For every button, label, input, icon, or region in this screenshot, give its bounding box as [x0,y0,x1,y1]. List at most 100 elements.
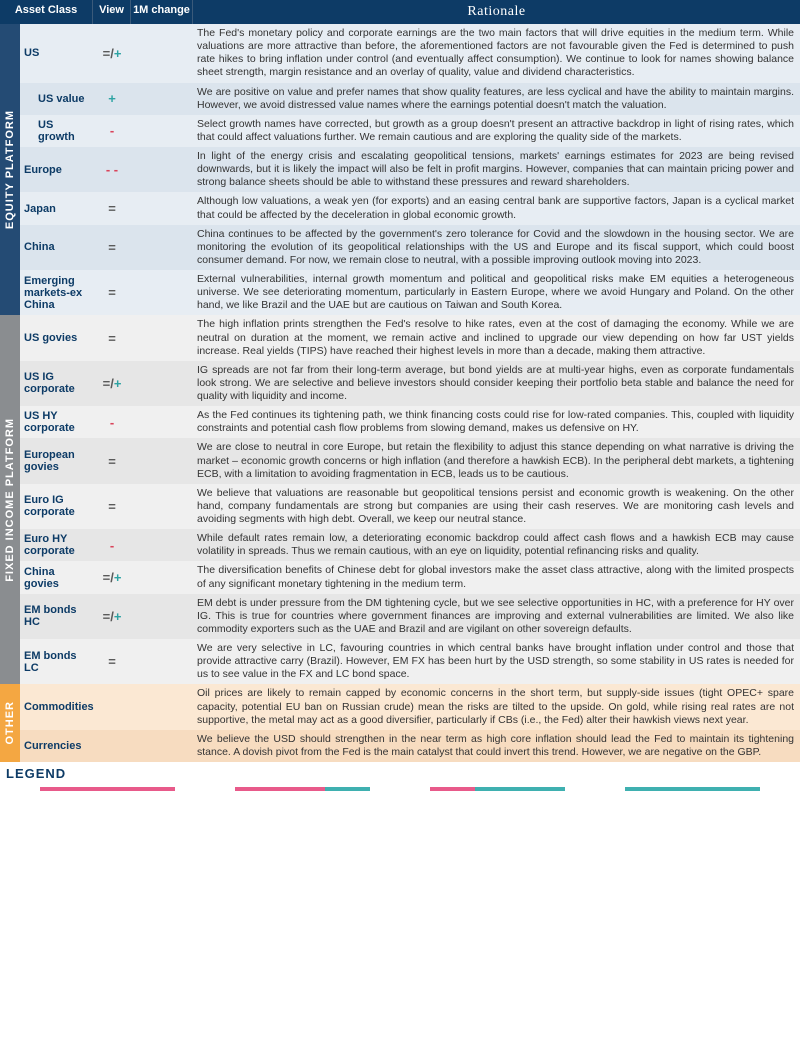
cell-asset: US HY corporate [20,406,93,438]
view-symbol: + [114,570,122,585]
table-row: Europe- -In light of the energy crisis a… [20,147,800,192]
cell-asset: EM bonds HC [20,594,93,639]
cell-asset: China govies [20,561,93,593]
legend-bar-segment [520,787,565,791]
cell-change [131,361,193,406]
cell-view: = [93,315,131,360]
cell-view: - [93,406,131,438]
header-view: View [93,0,131,24]
view-symbol: + [114,376,122,391]
table-row: Euro IG corporate=We believe that valuat… [20,484,800,529]
cell-rationale: The Fed's monetary policy and corporate … [193,24,800,83]
cell-rationale: We are positive on value and prefer name… [193,83,800,115]
cell-change [131,270,193,315]
legend-bar [430,787,565,794]
cell-rationale: IG spreads are not far from their long-t… [193,361,800,406]
cell-asset: US IG corporate [20,361,93,406]
cell-rationale: Although low valuations, a weak yen (for… [193,192,800,224]
cell-rationale: We are close to neutral in core Europe, … [193,438,800,483]
legend-bar-segment [430,787,475,791]
header-asset: Asset Class [0,0,93,24]
cell-view: = [93,438,131,483]
cell-change [131,561,193,593]
view-symbol: = [108,654,116,669]
table-row: US=/+ The Fed's monetary policy and corpo… [20,24,800,83]
cell-asset: Commodities [20,684,93,729]
cell-rationale: While default rates remain low, a deteri… [193,529,800,561]
cell-asset: US [20,24,93,83]
platform-tab-label: EQUITY PLATFORM [4,110,16,229]
view-symbol: = [108,240,116,255]
table-row: Commodities Oil prices are likely to rema… [20,684,800,729]
cell-asset: Euro IG corporate [20,484,93,529]
platform-rows: US=/+ The Fed's monetary policy and corpo… [20,24,800,315]
platform-equity: EQUITY PLATFORM US=/+ The Fed's monetary p… [0,24,800,315]
table-row: US value+We are positive on value and pr… [20,83,800,115]
view-symbol: = [108,454,116,469]
legend-bar-segment [625,787,670,791]
legend-bar-segment [85,787,130,791]
view-symbol: - [110,538,114,553]
cell-change [131,115,193,147]
cell-view: = [93,192,131,224]
legend-bar-segment [475,787,520,791]
view-symbol: = [108,285,116,300]
cell-rationale: External vulnerabilities, internal growt… [193,270,800,315]
cell-change [131,730,193,762]
legend-bar-segment [715,787,760,791]
view-symbol: = [108,201,116,216]
cell-change [131,438,193,483]
cell-change [131,406,193,438]
cell-change [131,24,193,83]
table-row: China = China continues to be affected by … [20,225,800,270]
cell-change [131,529,193,561]
view-symbol: - - [106,162,118,177]
cell-view: - - [93,147,131,192]
cell-view: - [93,529,131,561]
view-symbol: = [103,570,111,585]
table-row: Emerging markets-ex China = External vulne… [20,270,800,315]
view-symbol: - [110,415,114,430]
cell-view: =/+ [93,361,131,406]
cell-asset: US govies [20,315,93,360]
legend-bar-segment [670,787,715,791]
allocation-table: Asset Class View 1M change Rationale EQU… [0,0,800,762]
legend-label: LEGEND [0,762,800,785]
cell-change [131,594,193,639]
platform-tab-label: OTHER [4,701,16,745]
platform-fixed: FIXED INCOME PLATFORMUS govies=The high … [0,315,800,684]
view-symbol: = [103,609,111,624]
cell-asset: China [20,225,93,270]
legend-bar [40,787,175,794]
view-symbol: = [103,46,111,61]
cell-rationale: Oil prices are likely to remain capped b… [193,684,800,729]
platform-tab-equity: EQUITY PLATFORM [0,24,20,315]
table-row: European govies=We are close to neutral … [20,438,800,483]
cell-rationale: China continues to be affected by the go… [193,225,800,270]
table-row: US govies=The high inflation prints stre… [20,315,800,360]
cell-view: =/+ [93,561,131,593]
cell-rationale: We are very selective in LC, favouring c… [193,639,800,684]
cell-view: = [93,639,131,684]
cell-change [131,639,193,684]
cell-asset: US growth [20,115,93,147]
legend-bar-segment [325,787,370,791]
cell-rationale: EM debt is under pressure from the DM ti… [193,594,800,639]
cell-asset: US value [20,83,93,115]
platform-tab-other: OTHER [0,684,20,762]
view-symbol: + [114,609,122,624]
cell-asset: Emerging markets-ex China [20,270,93,315]
platforms-container: EQUITY PLATFORMUS=/+The Fed's monetary p… [0,24,800,762]
cell-rationale: The diversification benefits of Chinese … [193,561,800,593]
platform-other: OTHER Commodities Oil prices are likely to… [0,684,800,762]
view-symbol: = [103,376,111,391]
cell-rationale: In light of the energy crisis and escala… [193,147,800,192]
legend-bar [625,787,760,794]
cell-view: =/+ [93,24,131,83]
cell-change [131,192,193,224]
cell-view: = [93,225,131,270]
cell-rationale: Select growth names have corrected, but … [193,115,800,147]
legend-bar-segment [280,787,325,791]
cell-view: - [93,115,131,147]
table-header: Asset Class View 1M change Rationale [0,0,800,24]
